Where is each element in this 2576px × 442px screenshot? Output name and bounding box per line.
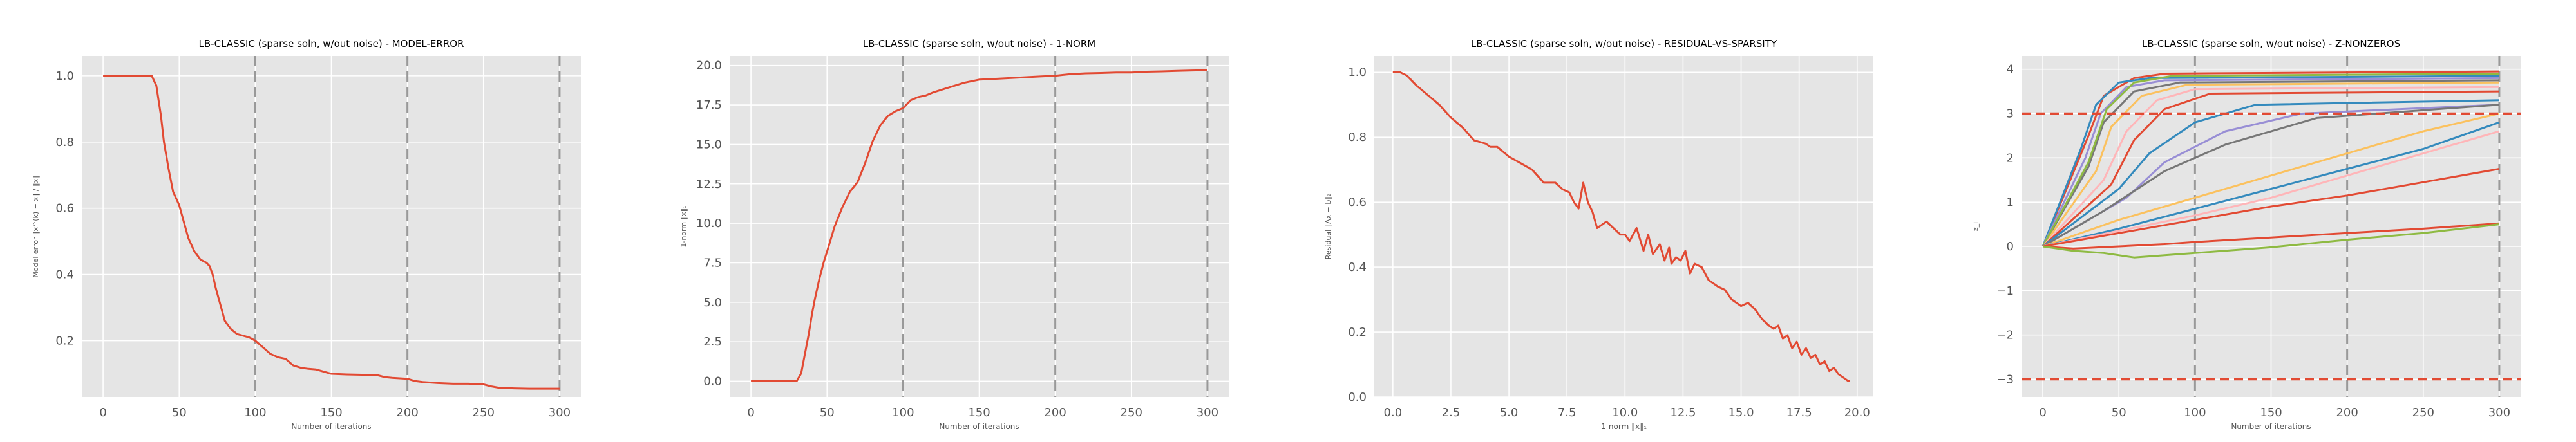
series-line-1 [1392, 71, 1850, 382]
y-tick-label: 1 [2007, 196, 2014, 209]
y-tick-label: 1.0 [1348, 66, 1367, 79]
series-line-17 [2042, 223, 2500, 259]
x-tick-label: 100 [244, 406, 266, 419]
series-line-11 [2042, 104, 2500, 248]
series-line-2 [2041, 75, 2499, 247]
x-tick-label: 5.0 [1500, 406, 1519, 419]
series-group [103, 75, 560, 390]
x-tick-label: 300 [2488, 406, 2510, 419]
series-line-1 [103, 75, 560, 390]
y-tick-label: 3 [2007, 107, 2014, 120]
x-axis-label: Number of iterations [939, 422, 1019, 431]
x-tick-label: 250 [1121, 406, 1142, 419]
y-tick-label: 0.6 [1348, 196, 1367, 209]
y-tick-label: −1 [1996, 284, 2014, 298]
x-axis-label: Number of iterations [2231, 422, 2311, 431]
x-tick-label: 100 [2184, 406, 2206, 419]
y-tick-label: 5.0 [703, 296, 722, 309]
y-tick-label: 0.6 [55, 202, 74, 216]
x-tick-label: 150 [968, 406, 990, 419]
series-line-15 [2042, 168, 2500, 248]
series-line-3 [2041, 77, 2499, 247]
x-tick-label: 0.0 [1384, 406, 1403, 419]
y-axis-label: 1-norm ‖x‖₁ [679, 205, 688, 247]
y-tick-label: 2.5 [703, 335, 722, 349]
series-line-9 [2042, 99, 2499, 248]
y-tick-label: 7.5 [703, 256, 722, 270]
x-axis-label: Number of iterations [291, 422, 371, 431]
series-line-12 [2042, 113, 2500, 248]
x-tick-label: 50 [172, 406, 187, 419]
x-tick-label: 2.5 [1442, 406, 1461, 419]
x-tick-label: 0 [99, 406, 106, 419]
x-tick-label: 50 [820, 406, 835, 419]
chart-title: LB-CLASSIC (sparse soln, w/out noise) - … [2142, 38, 2400, 50]
chart-title: LB-CLASSIC (sparse soln, w/out noise) - … [1471, 38, 1777, 50]
y-tick-label: 0.4 [1348, 261, 1367, 274]
y-tick-label: −2 [1996, 329, 2014, 342]
y-tick-label: 0.2 [55, 335, 74, 348]
series-line-4 [2041, 79, 2499, 247]
x-tick-label: 10.0 [1612, 406, 1638, 419]
chart-panel-4: 0 50 100 150 200 250 300 −3 −2 −1 0 1 2 3 4 LB-CLASSIC … [1971, 38, 2521, 431]
x-tick-label: 200 [1044, 406, 1066, 419]
x-axis-label: 1-norm ‖x‖₁ [1601, 422, 1647, 431]
chart-panel-1: 0 50 100 150 200 250 300 0.2 0.4 0.6 0.8 1.0 LB-CLAS… [32, 38, 581, 431]
x-tick-label: 150 [320, 406, 342, 419]
y-tick-label: 12.5 [696, 178, 722, 191]
x-tick-label: 200 [2336, 406, 2358, 419]
x-tick-label: 300 [549, 406, 571, 419]
y-axis-label: Model error ‖x^(k) − x‖ / ‖x‖ [32, 175, 40, 277]
x-tick-label: 150 [2260, 406, 2282, 419]
y-tick-label: 4 [2007, 63, 2014, 77]
chart-panel-3: 0.0 2.5 5.0 7.5 10.0 12.5 15.0 17.5 20.0 0.0 0.2 0.… [1324, 38, 1873, 431]
y-tick-label: 2 [2007, 151, 2014, 165]
y-axis-label: z_i [1971, 222, 1980, 231]
series-line-13 [2042, 121, 2500, 248]
series-line-8 [2042, 90, 2499, 248]
x-tick-label: 300 [1197, 406, 1218, 419]
series-line-6 [2041, 73, 2499, 247]
series-line-1 [751, 69, 1208, 382]
series-line-1 [2041, 70, 2499, 247]
chart-title: LB-CLASSIC (sparse soln, w/out noise) - … [863, 38, 1095, 50]
y-tick-label: 10.0 [696, 217, 722, 230]
y-tick-label: 17.5 [696, 98, 722, 112]
y-tick-label: 0.0 [1348, 391, 1367, 404]
y-tick-label: 0.8 [1348, 131, 1367, 144]
chart-title: LB-CLASSIC (sparse soln, w/out noise) - … [199, 38, 464, 50]
y-tick-label: 0.0 [703, 374, 722, 388]
y-tick-label: 0.8 [55, 136, 74, 149]
x-tick-label: 50 [2112, 406, 2126, 419]
x-tick-label: 12.5 [1670, 406, 1696, 419]
x-tick-label: 0 [2039, 406, 2046, 419]
y-tick-label: 1.0 [55, 69, 74, 83]
y-axis-label: Residual ‖Ax − b‖₂ [1324, 194, 1332, 260]
series-group [751, 69, 1208, 382]
y-tick-label: 20.0 [696, 59, 722, 73]
series-group [2041, 70, 2500, 259]
x-tick-label: 0 [747, 406, 754, 419]
series-line-7 [2041, 86, 2499, 248]
y-tick-label: −3 [1996, 373, 2014, 386]
x-tick-label: 7.5 [1558, 406, 1577, 419]
series-group [1392, 71, 1850, 382]
x-tick-label: 100 [892, 406, 914, 419]
y-tick-label: 0.2 [1348, 326, 1367, 339]
x-tick-label: 17.5 [1786, 406, 1812, 419]
series-line-14 [2042, 130, 2500, 248]
x-tick-label: 20.0 [1844, 406, 1870, 419]
y-tick-label: 15.0 [696, 138, 722, 151]
series-line-5 [2041, 81, 2499, 247]
y-tick-label: 0.4 [55, 268, 74, 282]
chart-panel-2: 0 50 100 150 200 250 300 0.0 2.5 5.0 7.5 10.0 12.5 15… [679, 38, 1229, 431]
x-tick-label: 250 [2412, 406, 2434, 419]
x-tick-label: 200 [396, 406, 418, 419]
y-tick-label: 0 [2007, 240, 2014, 253]
x-tick-label: 250 [473, 406, 495, 419]
series-line-16 [2042, 222, 2500, 250]
x-tick-label: 15.0 [1728, 406, 1754, 419]
